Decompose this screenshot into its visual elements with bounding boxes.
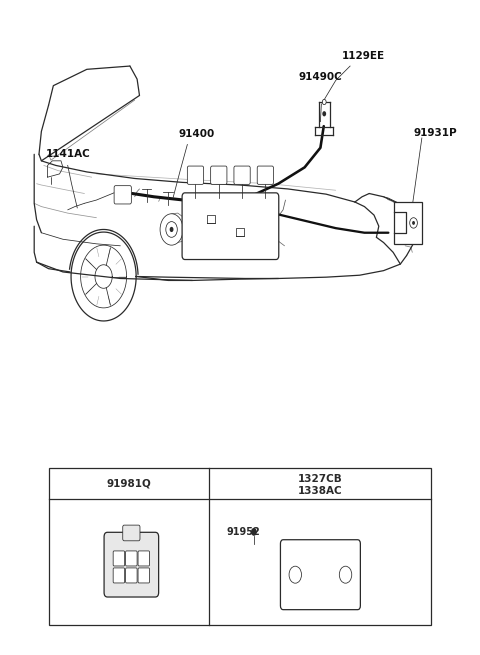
- FancyBboxPatch shape: [138, 551, 150, 566]
- Circle shape: [251, 528, 257, 536]
- Text: 1141AC: 1141AC: [45, 149, 90, 159]
- FancyBboxPatch shape: [123, 525, 140, 541]
- Text: 91981Q: 91981Q: [107, 479, 151, 489]
- FancyBboxPatch shape: [257, 166, 274, 184]
- FancyBboxPatch shape: [138, 568, 150, 583]
- Circle shape: [166, 221, 177, 237]
- Text: 1327CB: 1327CB: [298, 474, 343, 484]
- Circle shape: [410, 217, 418, 228]
- Circle shape: [289, 566, 301, 583]
- FancyBboxPatch shape: [182, 193, 279, 259]
- Text: 91400: 91400: [179, 129, 215, 140]
- Circle shape: [412, 221, 415, 225]
- FancyBboxPatch shape: [211, 166, 227, 184]
- FancyBboxPatch shape: [104, 533, 158, 597]
- Text: 91952: 91952: [226, 527, 260, 537]
- FancyBboxPatch shape: [113, 568, 125, 583]
- Bar: [48, 468, 432, 625]
- Text: 91490C: 91490C: [299, 72, 342, 82]
- Text: 1129EE: 1129EE: [342, 51, 385, 61]
- Circle shape: [323, 100, 326, 105]
- FancyBboxPatch shape: [234, 166, 250, 184]
- Circle shape: [323, 111, 326, 117]
- FancyBboxPatch shape: [114, 185, 132, 204]
- Text: 91931P: 91931P: [414, 128, 457, 138]
- FancyBboxPatch shape: [187, 166, 204, 184]
- FancyBboxPatch shape: [280, 540, 360, 610]
- Text: 1338AC: 1338AC: [298, 485, 343, 496]
- FancyBboxPatch shape: [113, 551, 125, 566]
- Circle shape: [339, 566, 352, 583]
- Circle shape: [169, 227, 173, 232]
- FancyBboxPatch shape: [126, 551, 137, 566]
- FancyBboxPatch shape: [126, 568, 137, 583]
- Bar: [394, 202, 422, 244]
- Circle shape: [160, 214, 183, 245]
